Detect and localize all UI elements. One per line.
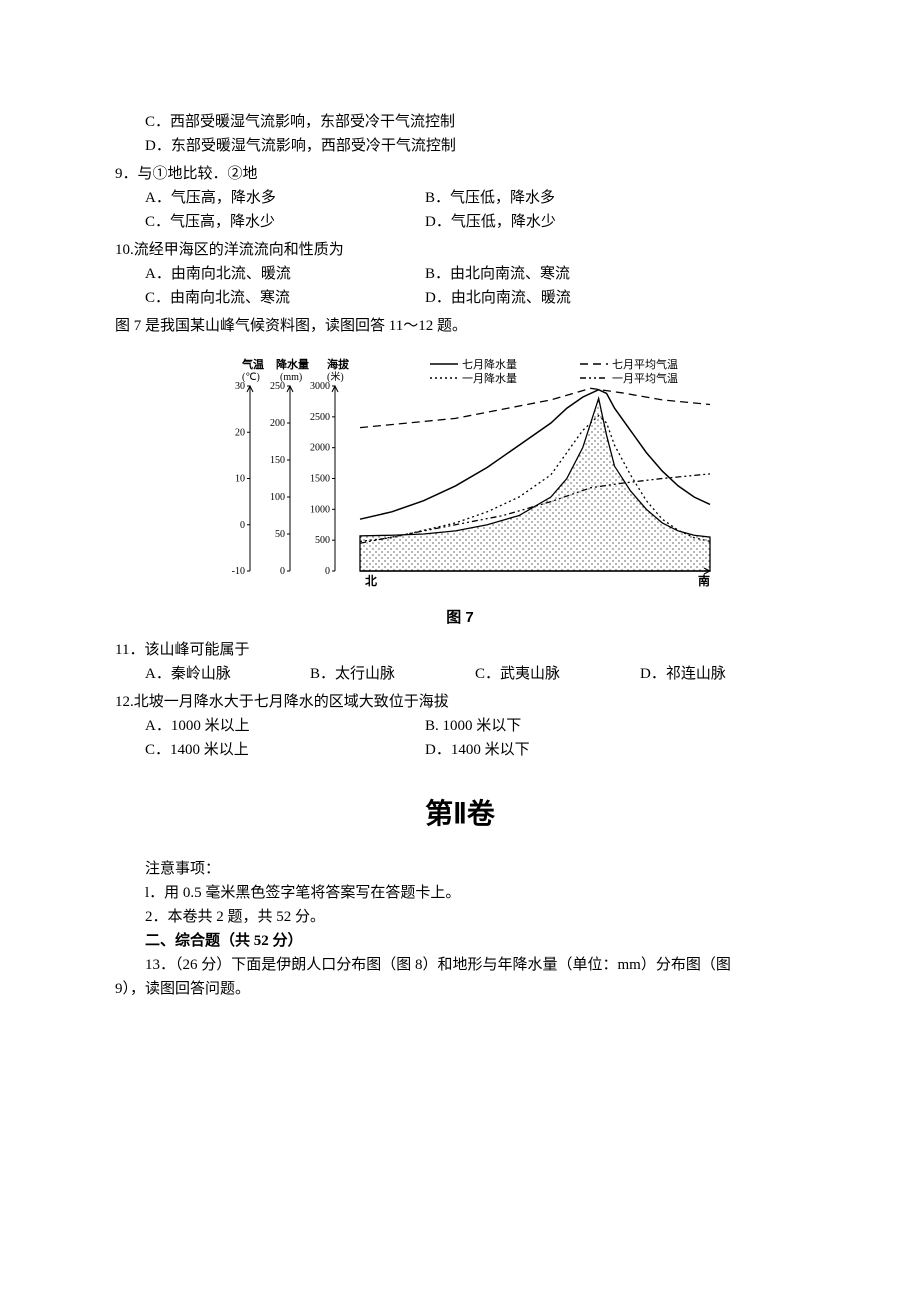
- part2-title: 第Ⅱ卷: [115, 792, 805, 837]
- q12-text: 12.北坡一月降水大于七月降水的区域大致位于海拔: [115, 690, 805, 714]
- svg-text:0: 0: [280, 566, 285, 577]
- svg-text:南: 南: [698, 573, 710, 588]
- svg-text:0: 0: [240, 520, 245, 531]
- notice-label: 注意事项：: [115, 857, 805, 881]
- svg-text:50: 50: [275, 529, 285, 540]
- q9-option-b: B．气压低，降水多: [425, 186, 805, 210]
- q12-option-a: A．1000 米以上: [145, 714, 425, 738]
- svg-text:七月平均气温: 七月平均气温: [612, 357, 678, 371]
- svg-text:250: 250: [270, 381, 285, 392]
- q9-text: 9．与①地比较．②地: [115, 162, 805, 186]
- svg-text:1000: 1000: [310, 504, 330, 515]
- fig7-intro: 图 7 是我国某山峰气候资料图，读图回答 11～12 题。: [115, 314, 805, 338]
- fig7-svg: 气温(℃)降水量(mm)海拔(米)七月降水量七月平均气温一月降水量一月平均气温3…: [200, 346, 720, 606]
- svg-text:2000: 2000: [310, 443, 330, 454]
- q12-option-d: D．1400 米以下: [425, 738, 805, 762]
- q11-option-c: C．武夷山脉: [475, 662, 640, 686]
- q13-text-b: 9），读图回答问题。: [115, 977, 805, 1001]
- svg-text:2500: 2500: [310, 412, 330, 423]
- q9-option-d: D．气压低，降水少: [425, 210, 805, 234]
- svg-text:七月降水量: 七月降水量: [462, 357, 517, 371]
- q10-row1: A．由南向北流、暖流 B．由北向南流、寒流: [115, 262, 805, 286]
- q10-text: 10.流经甲海区的洋流流向和性质为: [115, 238, 805, 262]
- svg-text:500: 500: [315, 535, 330, 546]
- svg-text:150: 150: [270, 455, 285, 466]
- q12-option-b: B. 1000 米以下: [425, 714, 805, 738]
- q9-option-a: A．气压高，降水多: [145, 186, 425, 210]
- q8-option-d: D．东部受暖湿气流影响，西部受冷干气流控制: [115, 134, 805, 158]
- svg-text:-10: -10: [232, 566, 245, 577]
- q10-row2: C．由南向北流、寒流 D．由北向南流、暖流: [115, 286, 805, 310]
- svg-text:3000: 3000: [310, 381, 330, 392]
- svg-text:1500: 1500: [310, 474, 330, 485]
- q9-option-c: C．气压高，降水少: [145, 210, 425, 234]
- svg-text:20: 20: [235, 427, 245, 438]
- svg-text:10: 10: [235, 474, 245, 485]
- q9-row1: A．气压高，降水多 B．气压低，降水多: [115, 186, 805, 210]
- svg-text:降水量: 降水量: [276, 357, 309, 371]
- svg-text:一月平均气温: 一月平均气温: [612, 371, 678, 385]
- svg-text:200: 200: [270, 418, 285, 429]
- svg-text:100: 100: [270, 492, 285, 503]
- q12-row1: A．1000 米以上 B. 1000 米以下: [115, 714, 805, 738]
- q11-option-d: D．祁连山脉: [640, 662, 805, 686]
- q8-option-c: C．西部受暖湿气流影响，东部受冷干气流控制: [115, 110, 805, 134]
- q10-option-b: B．由北向南流、寒流: [425, 262, 805, 286]
- notice-item1: l．用 0.5 毫米黑色签字笔将答案写在答题卡上。: [115, 881, 805, 905]
- q11-option-b: B．太行山脉: [310, 662, 475, 686]
- section2-label: 二、综合题（共 52 分）: [115, 929, 805, 953]
- svg-text:气温: 气温: [241, 357, 264, 371]
- q11-options: A．秦岭山脉 B．太行山脉 C．武夷山脉 D．祁连山脉: [115, 662, 805, 686]
- q9-row2: C．气压高，降水少 D．气压低，降水少: [115, 210, 805, 234]
- q11-option-a: A．秦岭山脉: [145, 662, 310, 686]
- q13-text: 13．（26 分）下面是伊朗人口分布图（图 8）和地形与年降水量（单位：mm）分…: [115, 953, 805, 977]
- q12-option-c: C．1400 米以上: [145, 738, 425, 762]
- fig7-caption: 图 7: [115, 606, 805, 630]
- svg-text:北: 北: [365, 573, 377, 588]
- q10-option-c: C．由南向北流、寒流: [145, 286, 425, 310]
- q10-option-d: D．由北向南流、暖流: [425, 286, 805, 310]
- fig7-chart: 气温(℃)降水量(mm)海拔(米)七月降水量七月平均气温一月降水量一月平均气温3…: [115, 346, 805, 630]
- q11-text: 11．该山峰可能属于: [115, 638, 805, 662]
- q10-option-a: A．由南向北流、暖流: [145, 262, 425, 286]
- svg-text:0: 0: [325, 566, 330, 577]
- svg-text:一月降水量: 一月降水量: [462, 371, 517, 385]
- svg-text:30: 30: [235, 381, 245, 392]
- svg-text:海拔: 海拔: [327, 357, 350, 371]
- notice-item2: 2．本卷共 2 题，共 52 分。: [115, 905, 805, 929]
- q12-row2: C．1400 米以上 D．1400 米以下: [115, 738, 805, 762]
